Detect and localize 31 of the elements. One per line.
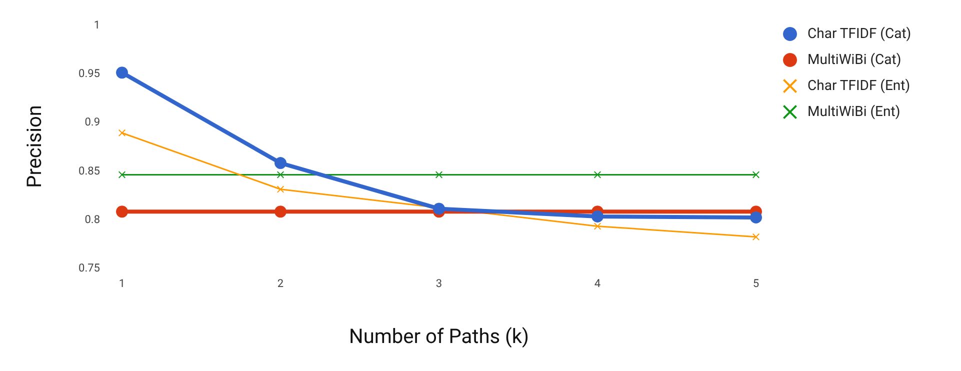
point xyxy=(750,211,762,224)
point xyxy=(592,210,604,222)
point xyxy=(752,233,760,240)
x-tick-label: 2 xyxy=(277,277,284,290)
point xyxy=(116,206,128,218)
point xyxy=(118,129,126,136)
point xyxy=(594,171,601,178)
y-tick-label: 0.9 xyxy=(84,116,100,129)
point xyxy=(116,66,128,79)
point xyxy=(752,171,760,178)
legend-label: MultiWiBi (Ent) xyxy=(808,104,900,120)
legend-label: Char TFIDF (Cat) xyxy=(808,26,912,42)
y-tick-label: 0.95 xyxy=(78,67,100,80)
point xyxy=(436,171,442,178)
point xyxy=(274,206,286,218)
legend-label: Char TFIDF (Ent) xyxy=(808,78,910,94)
point xyxy=(277,171,284,178)
y-tick-label: 0.85 xyxy=(78,164,100,178)
x-tick-label: 5 xyxy=(752,277,760,290)
x-tick-label: 4 xyxy=(594,277,601,290)
y-axis-title: Precision xyxy=(22,105,46,188)
legend-label: MultiWiBi (Cat) xyxy=(808,52,902,68)
y-tick-label: 0.8 xyxy=(84,212,100,226)
point xyxy=(274,157,286,170)
y-tick-label: 0.75 xyxy=(78,262,100,274)
point xyxy=(433,202,445,215)
x-axis-title: Number of Paths (k) xyxy=(349,324,529,348)
point xyxy=(118,171,126,178)
x-tick-label: 3 xyxy=(436,277,442,290)
y-tick-label: 1 xyxy=(94,18,100,32)
x-tick-label: 1 xyxy=(118,277,126,290)
